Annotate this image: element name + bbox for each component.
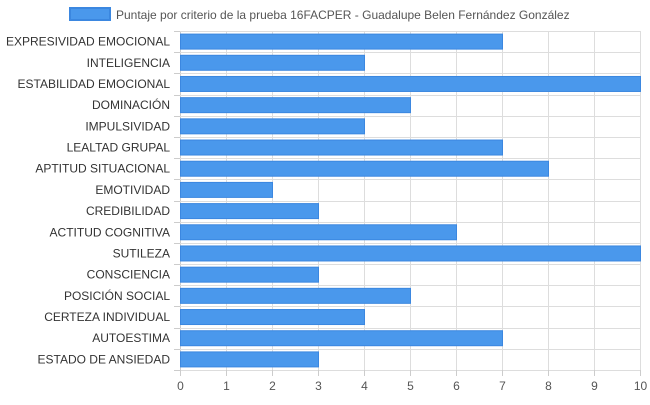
category-label: POSICIÓN SOCIAL: [64, 288, 170, 303]
legend-swatch[interactable]: [69, 7, 111, 21]
bar[interactable]: [180, 97, 411, 114]
x-tick-label: 6: [453, 379, 460, 393]
legend-label[interactable]: Puntaje por criterio de la prueba 16FACP…: [116, 8, 570, 22]
category-label: CERTEZA INDIVIDUAL: [44, 310, 170, 324]
category-label: APTITUD SITUACIONAL: [35, 162, 170, 176]
bar[interactable]: [180, 118, 365, 135]
bar[interactable]: [180, 330, 503, 347]
bar-layer: [180, 33, 641, 368]
x-tick-label: 5: [407, 379, 414, 393]
bar[interactable]: [180, 309, 365, 326]
category-label-layer: EXPRESIVIDAD EMOCIONAL INTELIGENCIA ESTABI…: [6, 35, 170, 367]
category-label: SUTILEZA: [113, 246, 170, 260]
category-label: EMOTIVIDAD: [95, 183, 170, 197]
category-label: ESTADO DE ANSIEDAD: [38, 352, 171, 366]
x-tick-label: 3: [315, 379, 322, 393]
category-label: DOMINACIÓN: [92, 97, 170, 112]
bar[interactable]: [180, 139, 503, 156]
bar[interactable]: [180, 203, 319, 220]
bar[interactable]: [180, 33, 503, 50]
x-tick-label: 9: [591, 379, 598, 393]
x-tick-label: 0: [177, 379, 184, 393]
category-label: LEALTAD GRUPAL: [67, 141, 171, 155]
category-label: IMPULSIVIDAD: [85, 119, 170, 133]
x-tick-label: 2: [269, 379, 276, 393]
x-tick-label: 8: [545, 379, 552, 393]
x-tick-label: 10: [634, 379, 648, 393]
x-tick-label: 1: [223, 379, 230, 393]
bar[interactable]: [180, 181, 273, 198]
category-label: INTELIGENCIA: [87, 56, 170, 70]
bar[interactable]: [180, 54, 365, 71]
bar[interactable]: [180, 287, 411, 304]
bar[interactable]: [180, 75, 641, 92]
legend[interactable]: Puntaje por criterio de la prueba 16FACP…: [69, 7, 570, 22]
category-label: AUTOESTIMA: [92, 331, 170, 345]
bar[interactable]: [180, 160, 549, 177]
x-tick-layer: 0 1 2 3 4 5 6 7 8 9 10: [174, 31, 648, 393]
category-label: CREDIBILIDAD: [86, 204, 170, 218]
bar[interactable]: [180, 224, 457, 241]
category-label: ESTABILIDAD EMOCIONAL: [18, 77, 171, 91]
x-tick-label: 4: [361, 379, 368, 393]
bar[interactable]: [180, 266, 319, 283]
x-tick-label: 7: [499, 379, 506, 393]
category-label: EXPRESIVIDAD EMOCIONAL: [6, 35, 170, 49]
bar[interactable]: [180, 351, 319, 368]
bar[interactable]: [180, 245, 641, 262]
category-label: ACTITUD COGNITIVA: [50, 225, 170, 239]
category-label: CONSCIENCIA: [87, 268, 170, 282]
